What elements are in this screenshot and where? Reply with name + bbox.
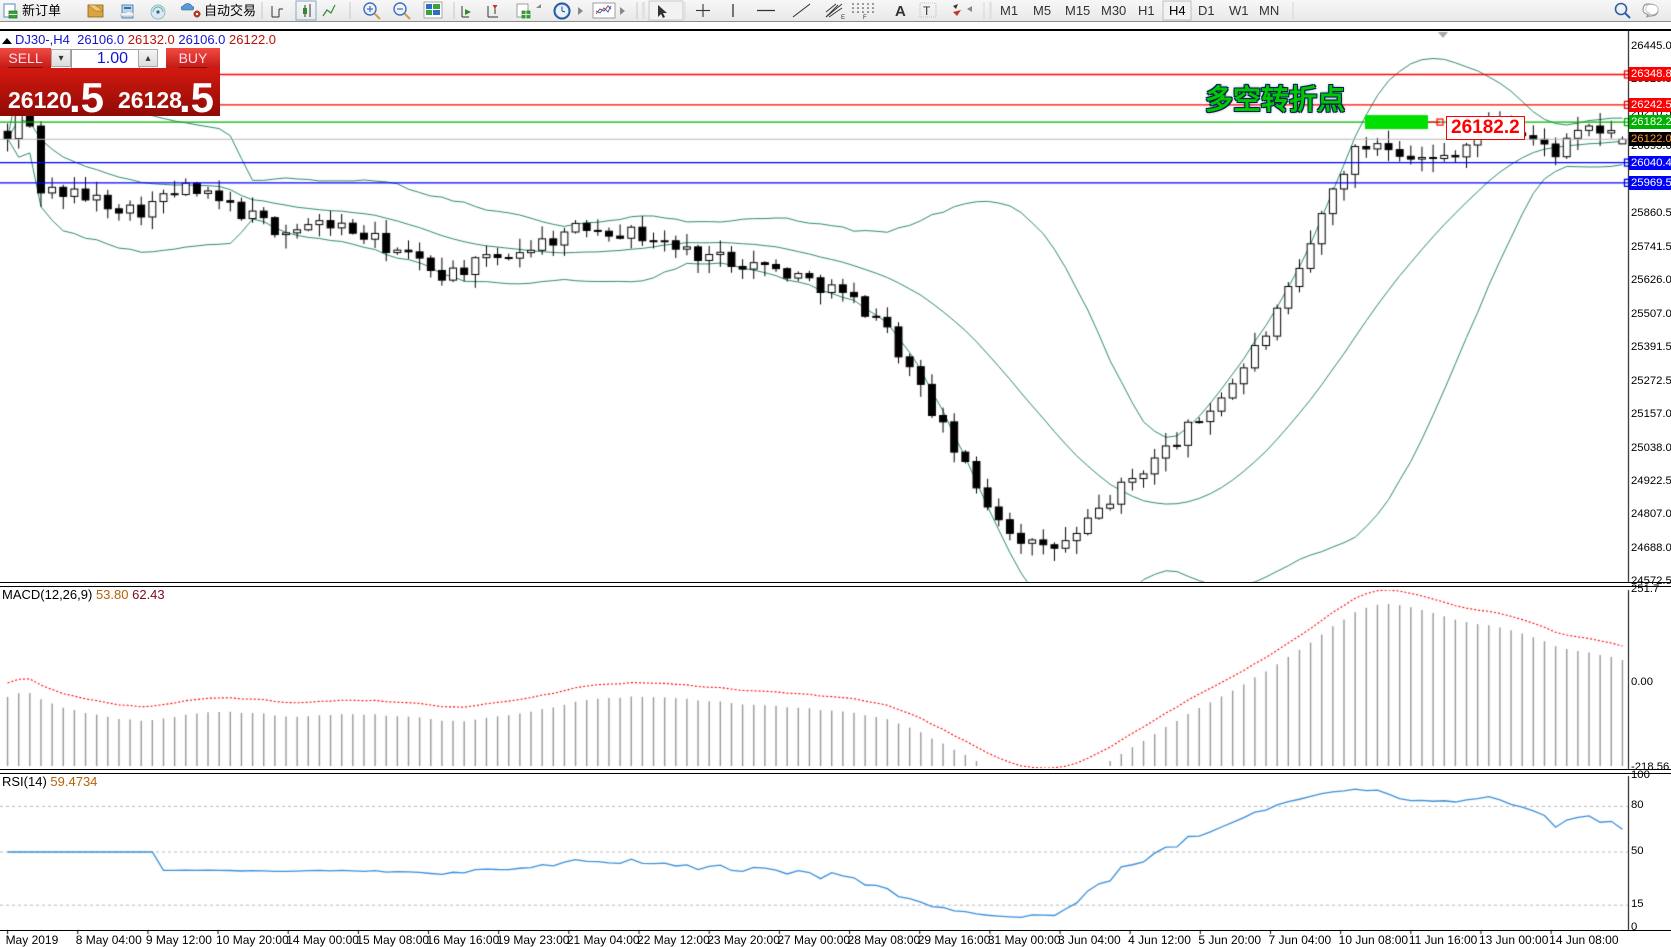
svg-text:H4: H4 — [1169, 3, 1186, 18]
svg-text:A: A — [895, 3, 906, 20]
svg-text:M30: M30 — [1101, 3, 1126, 18]
svg-text:M15: M15 — [1065, 3, 1090, 18]
svg-text:新订单: 新订单 — [22, 3, 61, 18]
svg-text:E: E — [841, 15, 845, 21]
svg-text:M1: M1 — [1000, 3, 1018, 18]
svg-text:F: F — [863, 15, 867, 21]
svg-text:MN: MN — [1259, 3, 1279, 18]
svg-text:M5: M5 — [1033, 3, 1051, 18]
svg-text:D1: D1 — [1198, 3, 1215, 18]
svg-text:自动交易: 自动交易 — [204, 3, 256, 18]
svg-text:T: T — [923, 4, 931, 18]
svg-text:W1: W1 — [1229, 3, 1249, 18]
svg-text:H1: H1 — [1138, 3, 1155, 18]
